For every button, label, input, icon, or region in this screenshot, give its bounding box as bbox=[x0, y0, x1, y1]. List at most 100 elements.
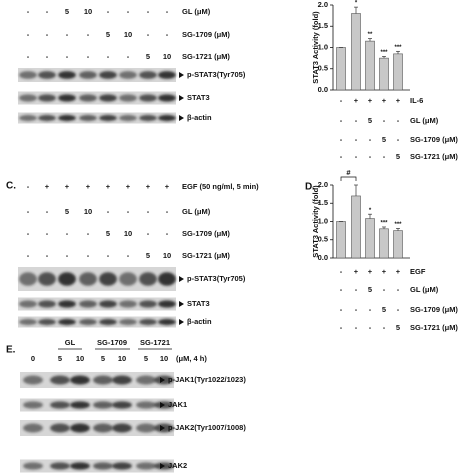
treatment-cell: - bbox=[107, 251, 110, 260]
arrow bbox=[160, 377, 165, 383]
y-tick-label: 0.5 bbox=[318, 235, 328, 244]
treatment-label: SG-1721 (μM) bbox=[182, 251, 230, 260]
treatment-cell: 10 bbox=[124, 229, 132, 238]
band bbox=[99, 71, 117, 79]
condition-cell: - bbox=[340, 135, 343, 144]
condition-cell: - bbox=[340, 285, 343, 294]
band bbox=[79, 94, 97, 102]
treatment-cell: - bbox=[147, 7, 150, 16]
treatment-cell: 5 bbox=[65, 207, 69, 216]
condition-cell: + bbox=[382, 96, 387, 105]
band bbox=[99, 114, 117, 122]
treatment-cell: 10 bbox=[84, 207, 92, 216]
band bbox=[50, 401, 70, 409]
blot-label: STAT3 bbox=[187, 299, 210, 308]
band bbox=[58, 300, 76, 308]
treatment-cell: - bbox=[27, 7, 30, 16]
band bbox=[139, 272, 157, 286]
condition-label: GL (μM) bbox=[410, 285, 439, 294]
condition-cell: + bbox=[354, 96, 359, 105]
lane-label: 10 bbox=[118, 354, 126, 363]
band bbox=[58, 71, 76, 79]
treatment-cell: - bbox=[27, 207, 30, 216]
treatment-cell: - bbox=[46, 30, 49, 39]
condition-label: SG-1721 (μM) bbox=[410, 152, 458, 161]
condition-cell: + bbox=[396, 267, 401, 276]
bar bbox=[379, 57, 389, 91]
band bbox=[158, 318, 176, 326]
treatment-cell: - bbox=[27, 30, 30, 39]
condition-cell: 5 bbox=[368, 285, 372, 294]
condition-cell: - bbox=[369, 152, 372, 161]
treatment-label: EGF (50 ng/ml, 5 min) bbox=[182, 182, 259, 191]
band bbox=[139, 318, 157, 326]
y-axis-title: STAT3 Activity (fold) bbox=[311, 185, 320, 258]
treatment-cell: - bbox=[46, 207, 49, 216]
treatment-cell: + bbox=[146, 182, 151, 191]
bar bbox=[365, 40, 375, 91]
band bbox=[38, 114, 56, 122]
band bbox=[79, 71, 97, 79]
band bbox=[119, 94, 137, 102]
treatment-cell: - bbox=[166, 207, 169, 216]
condition-label: SG-1709 (μM) bbox=[410, 305, 458, 314]
lane-label: 0 bbox=[31, 354, 35, 363]
y-tick-label: 0.5 bbox=[318, 64, 328, 73]
treatment-cell: - bbox=[127, 52, 130, 61]
bar bbox=[393, 230, 403, 259]
band bbox=[38, 318, 56, 326]
band bbox=[99, 94, 117, 102]
panel-label: E. bbox=[6, 345, 16, 356]
treatment-cell: - bbox=[166, 7, 169, 16]
band bbox=[19, 272, 37, 286]
arrow bbox=[179, 319, 184, 325]
band bbox=[119, 272, 137, 286]
condition-label: GL (μM) bbox=[410, 116, 439, 125]
bracket bbox=[340, 176, 357, 181]
band bbox=[50, 462, 70, 470]
arrow bbox=[179, 115, 184, 121]
treatment-cell: - bbox=[107, 7, 110, 16]
band bbox=[112, 375, 132, 385]
band bbox=[79, 318, 97, 326]
blot bbox=[18, 316, 176, 328]
bar bbox=[351, 13, 361, 91]
band bbox=[19, 71, 37, 79]
treatment-cell: - bbox=[147, 30, 150, 39]
condition-label: SG-1709 (μM) bbox=[410, 135, 458, 144]
condition-cell: - bbox=[355, 135, 358, 144]
band bbox=[119, 71, 137, 79]
treatment-label: GL (μM) bbox=[182, 207, 211, 216]
significance: *** bbox=[380, 221, 388, 227]
condition-cell: + bbox=[354, 267, 359, 276]
condition-cell: - bbox=[355, 323, 358, 332]
arrow bbox=[160, 463, 165, 469]
treatment-cell: - bbox=[46, 229, 49, 238]
condition-label: EGF bbox=[410, 267, 426, 276]
condition-cell: + bbox=[396, 96, 401, 105]
treatment-cell: 5 bbox=[65, 7, 69, 16]
treatment-cell: - bbox=[27, 52, 30, 61]
treatment-cell: - bbox=[127, 207, 130, 216]
significance: *** bbox=[394, 222, 402, 228]
condition-cell: - bbox=[340, 305, 343, 314]
blot-label: JAK1 bbox=[168, 400, 187, 409]
band bbox=[112, 423, 132, 433]
band bbox=[70, 423, 90, 433]
condition-cell: - bbox=[369, 135, 372, 144]
treatment-cell: + bbox=[45, 182, 50, 191]
y-tick-label: 0.0 bbox=[318, 85, 328, 94]
treatment-label: SG-1709 (μM) bbox=[182, 229, 230, 238]
significance: * bbox=[355, 1, 358, 7]
blot-label: p-STAT3(Tyr705) bbox=[187, 274, 246, 283]
band bbox=[23, 401, 43, 409]
condition-cell: - bbox=[369, 323, 372, 332]
band bbox=[93, 462, 113, 470]
y-tick-label: 2.0 bbox=[318, 180, 328, 189]
band bbox=[50, 375, 70, 385]
band bbox=[99, 272, 117, 286]
treatment-cell: + bbox=[86, 182, 91, 191]
band bbox=[119, 114, 137, 122]
